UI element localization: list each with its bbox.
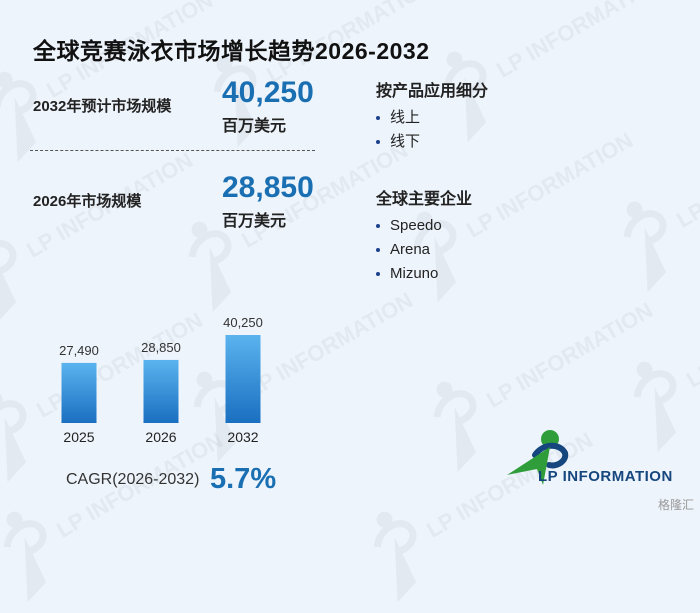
cagr-value: 5.7% xyxy=(210,463,277,495)
company-item: Mizuno xyxy=(376,262,442,286)
bar-2025 xyxy=(61,362,97,423)
bar-2026 xyxy=(143,359,179,423)
source-badge: 格隆汇 xyxy=(657,498,694,512)
forecast-value: 40,250 xyxy=(222,76,314,109)
current-value: 28,850 xyxy=(222,171,314,204)
bar-value-label: 28,850 xyxy=(141,340,181,355)
logo-text: LP INFORMATION xyxy=(538,468,673,485)
x-tick-label: 2025 xyxy=(63,429,94,445)
x-tick-label: 2032 xyxy=(227,429,258,445)
segment-item: 线下 xyxy=(376,130,420,154)
current-unit: 百万美元 xyxy=(222,213,287,230)
companies-list: Speedo Arena Mizuno xyxy=(376,214,442,286)
x-tick-label: 2026 xyxy=(145,429,176,445)
bar-chart: 27,490 2025 28,850 2026 40,250 2032 xyxy=(59,315,263,445)
segment-item: 线上 xyxy=(376,106,420,130)
forecast-unit: 百万美元 xyxy=(222,118,287,135)
page-title: 全球竞赛泳衣市场增长趋势2026-2032 xyxy=(33,38,430,64)
bar-value-label: 27,490 xyxy=(59,343,99,358)
company-item: Arena xyxy=(376,238,442,262)
companies-title: 全球主要企业 xyxy=(376,191,473,208)
cagr-label: CAGR(2026-2032) xyxy=(66,471,200,488)
bar-2032 xyxy=(225,335,261,423)
bar-value-label: 40,250 xyxy=(223,315,263,330)
current-label: 2026年市场规模 xyxy=(33,193,142,210)
segments-title: 按产品应用细分 xyxy=(376,83,489,100)
segments-list: 线上 线下 xyxy=(376,106,420,154)
forecast-label: 2032年预计市场规模 xyxy=(33,98,172,115)
divider xyxy=(30,150,315,151)
lp-logo-icon xyxy=(507,430,569,485)
company-item: Speedo xyxy=(376,214,442,238)
